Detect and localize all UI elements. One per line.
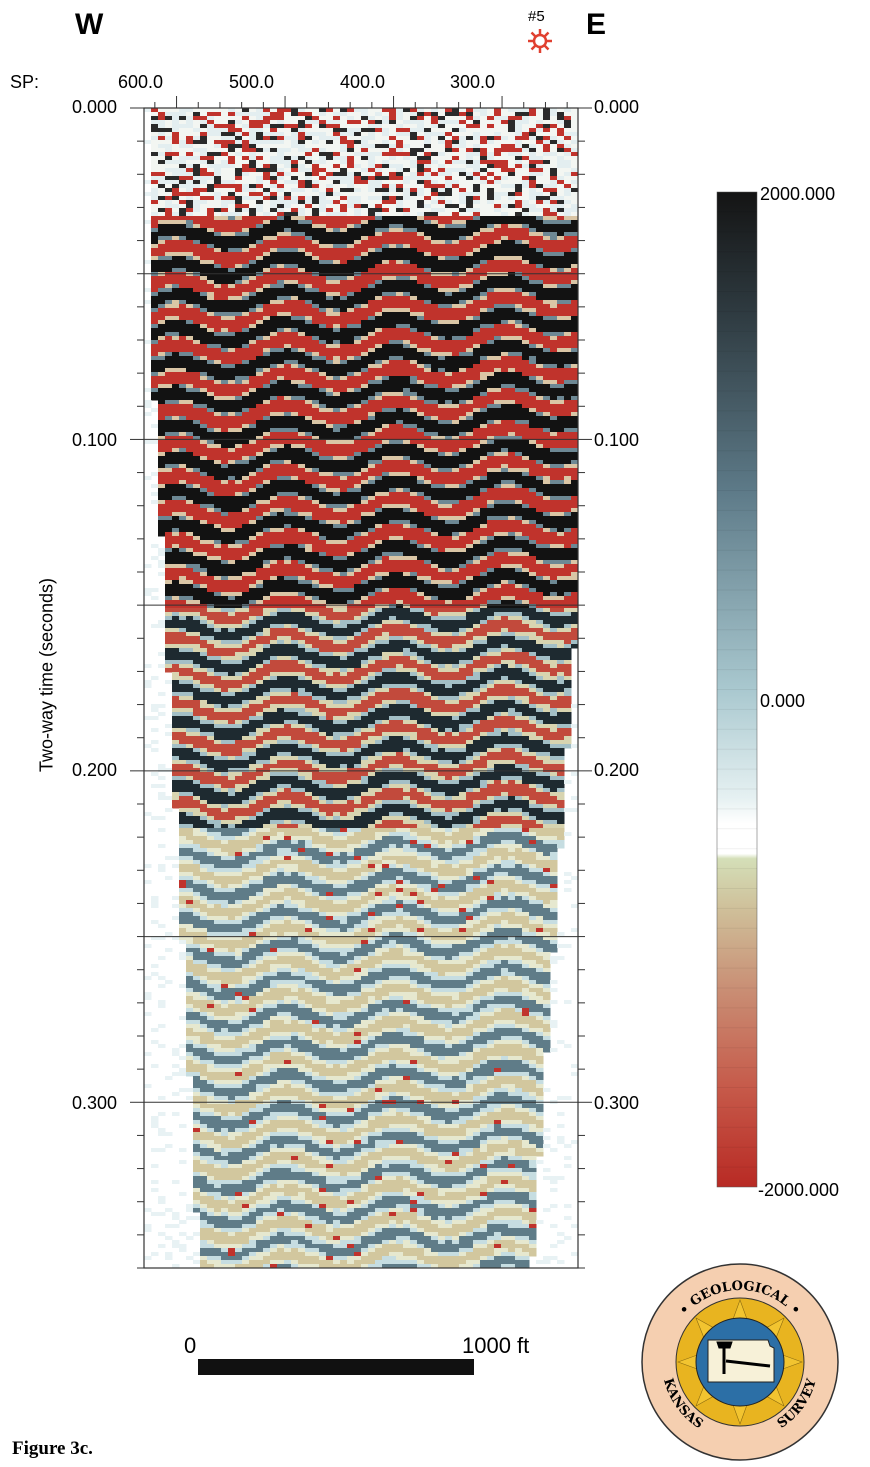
time-tick-label-right: 0.000 bbox=[594, 97, 639, 118]
colorbar-max-label: 2000.000 bbox=[760, 184, 835, 205]
time-tick-label-left: 0.100 bbox=[72, 430, 117, 451]
time-tick-label-right: 0.200 bbox=[594, 760, 639, 781]
colorbar-zero-label: 0.000 bbox=[760, 691, 805, 712]
sp-tick-label: 600.0 bbox=[118, 72, 163, 93]
scale-bar-start: 0 bbox=[184, 1333, 196, 1359]
sp-axis bbox=[155, 96, 567, 108]
time-tick-label-left: 0.000 bbox=[72, 97, 117, 118]
kgs-logo: • GEOLOGICAL • KANSAS SURVEY bbox=[636, 1262, 844, 1462]
sp-tick-label: 300.0 bbox=[450, 72, 495, 93]
figure-caption: Figure 3c. bbox=[12, 1438, 93, 1460]
time-tick-label-left: 0.300 bbox=[72, 1093, 117, 1114]
time-tick-label-right: 0.300 bbox=[594, 1093, 639, 1114]
sp-tick-label: 400.0 bbox=[340, 72, 385, 93]
scale-bar-end: 1000 ft bbox=[462, 1333, 529, 1359]
seismic-section bbox=[144, 108, 579, 1269]
time-tick-label-left: 0.200 bbox=[72, 760, 117, 781]
time-tick-label-right: 0.100 bbox=[594, 430, 639, 451]
colorbar-min-label: -2000.000 bbox=[758, 1180, 839, 1201]
scale-bar bbox=[198, 1359, 474, 1375]
sp-tick-label: 500.0 bbox=[229, 72, 274, 93]
